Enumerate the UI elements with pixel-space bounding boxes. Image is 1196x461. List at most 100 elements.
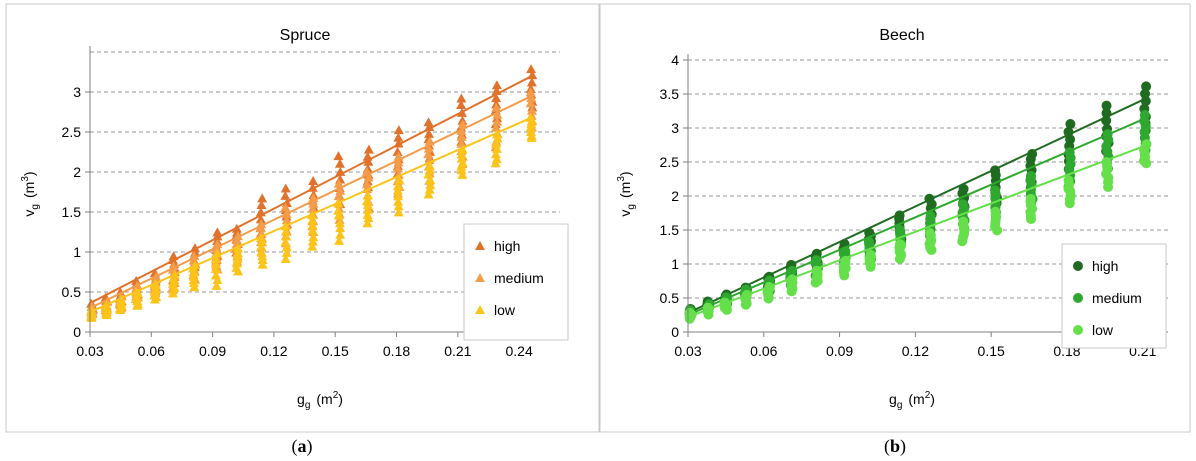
data-point — [456, 149, 467, 159]
data-point — [424, 128, 435, 138]
x-tick-label: 0.18 — [383, 343, 410, 359]
trend-line-medium — [687, 117, 1146, 316]
chart-title: Spruce — [280, 27, 331, 44]
y-tick-label: 2 — [73, 164, 81, 180]
data-point — [307, 215, 318, 225]
data-point — [256, 241, 267, 251]
y-axis-label: vg(m3) — [616, 171, 637, 216]
data-point — [281, 247, 292, 257]
data-point — [86, 305, 97, 315]
caption-a: (a) — [292, 436, 313, 457]
trend-line-low — [687, 144, 1146, 318]
data-point — [526, 77, 537, 87]
data-point — [280, 237, 291, 247]
y-tick-label: 2.5 — [660, 154, 680, 170]
legend: high medium low — [463, 223, 569, 341]
legend-label-medium: medium — [494, 270, 544, 286]
x-tick-label: 0.21 — [444, 343, 471, 359]
data-point — [281, 226, 292, 236]
data-point — [1063, 175, 1074, 186]
data-point — [924, 228, 935, 239]
data-point — [307, 203, 318, 213]
legend-box — [463, 223, 569, 341]
legend-label-medium: medium — [1092, 290, 1142, 306]
data-point — [333, 210, 344, 220]
data-point — [1141, 139, 1152, 150]
data-point — [363, 156, 374, 166]
data-point — [958, 183, 969, 194]
data-point — [392, 163, 403, 173]
x-tick-label: 0.09 — [826, 343, 853, 359]
data-point — [491, 143, 502, 153]
data-point — [362, 218, 373, 228]
legend: high medium low — [1061, 243, 1167, 349]
data-point — [457, 144, 468, 154]
data-point — [210, 263, 221, 273]
data-point — [308, 198, 319, 208]
data-point — [210, 258, 221, 268]
data-point — [393, 196, 404, 206]
grid — [90, 51, 560, 293]
data-point — [925, 211, 936, 222]
data-point — [333, 205, 344, 215]
data-point — [334, 235, 345, 245]
legend-marker-medium — [475, 273, 485, 282]
legend-marker-high — [475, 241, 485, 250]
data-point — [257, 259, 268, 269]
caption-b: (b) — [884, 436, 906, 457]
y-tick-label: 1.5 — [660, 222, 680, 238]
data-point — [491, 93, 502, 103]
data-point — [394, 175, 405, 185]
data-point — [281, 242, 292, 252]
data-point — [491, 122, 502, 132]
data-point — [333, 178, 344, 188]
data-point — [1025, 193, 1036, 204]
data-point — [456, 99, 467, 109]
legend-label-low: low — [494, 302, 516, 318]
data-point — [393, 201, 404, 211]
x-tick-label: 0.06 — [750, 343, 777, 359]
data-point — [210, 270, 221, 280]
trend-line-high — [89, 74, 534, 305]
data-point — [363, 144, 374, 154]
y-axis-label: vg(m3) — [20, 171, 41, 216]
data-point — [335, 223, 346, 233]
y-tick-label: 2 — [671, 188, 679, 204]
data-point — [280, 190, 291, 200]
x-axis-label: gg (m2) — [889, 390, 935, 411]
y-tick-label: 2.5 — [62, 124, 82, 140]
x-tick-label: 0.24 — [506, 343, 533, 359]
data-point — [456, 138, 467, 148]
data-point — [256, 219, 267, 229]
x-axis-label: gg (m2) — [297, 390, 343, 411]
data-point — [1101, 100, 1112, 111]
data-point — [212, 275, 223, 285]
legend-marker-medium — [1073, 293, 1083, 303]
data-point — [1140, 88, 1151, 99]
x-tick-label: 0.09 — [199, 343, 226, 359]
data-point — [1140, 96, 1151, 107]
data-point — [423, 143, 434, 153]
tick-labels: 0.03 0.06 0.09 0.12 0.15 0.18 0.2100.511.522.5… — [660, 52, 1157, 359]
data-point — [990, 206, 1001, 217]
data-point — [211, 243, 222, 253]
data-point — [424, 121, 435, 131]
data-point — [957, 199, 968, 210]
data-point — [363, 204, 374, 214]
trend-line-high — [687, 97, 1146, 314]
trend-line-low — [89, 115, 534, 313]
legend-label-high: high — [494, 238, 520, 254]
y-tick-label: 4 — [671, 52, 679, 68]
data-point — [212, 227, 223, 237]
data-point — [393, 132, 404, 142]
tick-labels: 0.03 0.06 0.09 0.12 0.15 0.18 0.21 0.24 0 0.5 1 1.5… — [62, 84, 533, 359]
legend-label-high: high — [1092, 258, 1118, 274]
data-point — [335, 185, 346, 195]
data-point — [1065, 118, 1076, 129]
data-point — [255, 214, 266, 224]
data-point — [457, 119, 468, 129]
x-tick-label: 0.15 — [322, 343, 349, 359]
data-point — [256, 199, 267, 209]
data-point — [116, 294, 127, 304]
data-point — [168, 261, 179, 271]
